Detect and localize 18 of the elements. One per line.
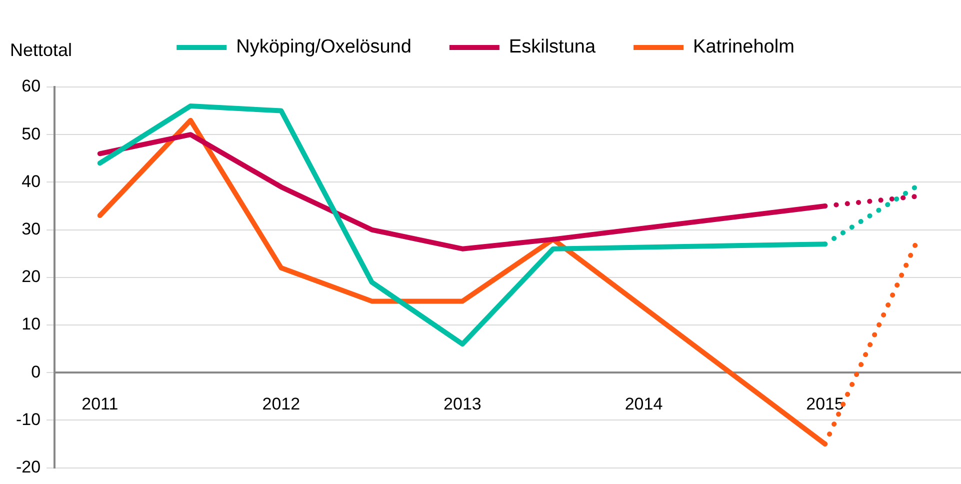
x-tick-label: 2015 <box>806 394 844 414</box>
legend-label: Eskilstuna <box>508 36 596 58</box>
y-tick-label: 20 <box>22 267 41 286</box>
y-tick-label: 10 <box>22 314 41 334</box>
x-tick-label: 2014 <box>624 394 663 414</box>
legend-label: Katrineholm <box>693 36 794 58</box>
x-tick-label: 2013 <box>444 394 482 414</box>
x-tick-label: 2011 <box>82 394 118 414</box>
y-tick-label: -10 <box>16 410 41 429</box>
y-tick-label: 0 <box>31 362 41 382</box>
y-tick-label: 40 <box>22 172 41 191</box>
legend-label: Nyköping/Oxelösund <box>236 36 412 58</box>
y-axis-title: Nettotal <box>10 40 72 61</box>
y-tick-label: -20 <box>16 457 41 476</box>
y-tick-label: 50 <box>22 124 41 144</box>
x-tick-label: 2012 <box>262 394 300 414</box>
y-tick-label: 60 <box>22 76 41 96</box>
y-tick-label: 30 <box>22 219 41 238</box>
